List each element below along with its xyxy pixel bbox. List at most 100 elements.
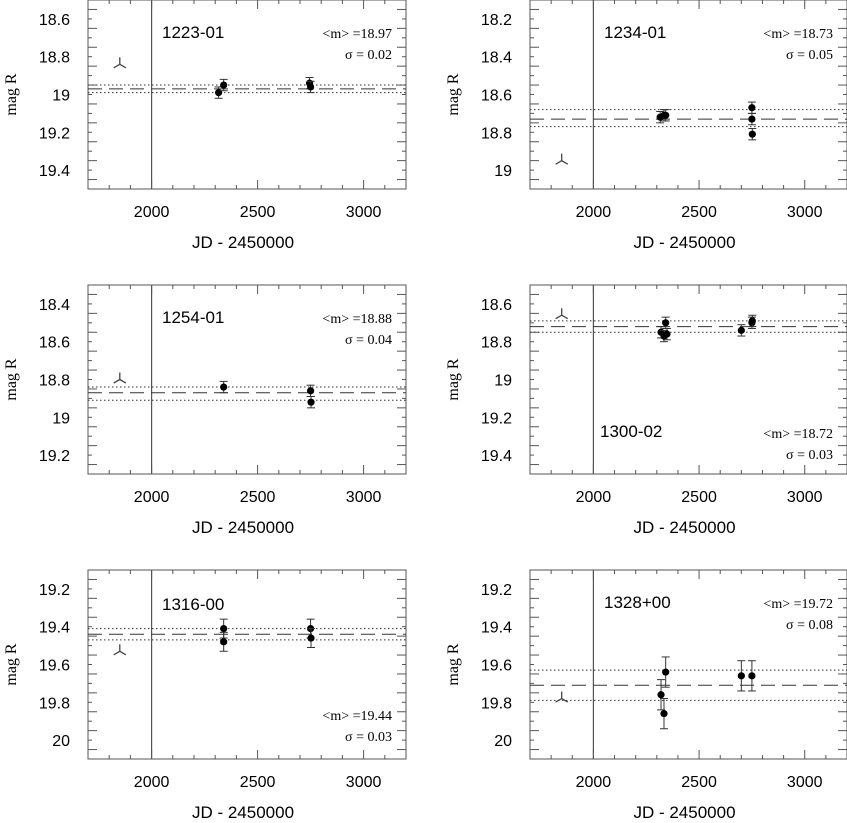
panel-1328+00: 2000 2500 3000 19.2 19.4 19.6 19.8 20 JD - 24500… <box>445 569 847 822</box>
y-tick-label: 18.8 <box>481 125 512 142</box>
point-marker <box>748 317 756 325</box>
x-tick-label: 2500 <box>240 774 276 791</box>
early-epoch-marker <box>113 372 127 384</box>
point-marker <box>307 634 315 642</box>
y-tick-label: 18.8 <box>39 373 70 390</box>
data-point <box>307 396 316 409</box>
marker-stroke <box>555 314 563 320</box>
marker-stroke <box>119 378 127 384</box>
data-point <box>656 111 665 124</box>
y-tick-label: 19 <box>52 410 70 427</box>
x-tick-label: 2500 <box>240 489 276 506</box>
marker-stroke <box>561 160 569 165</box>
point-marker <box>662 111 670 119</box>
point-marker <box>220 624 228 633</box>
mean-stat: <m> =19.44 <box>322 709 392 724</box>
point-marker <box>663 330 671 338</box>
panel-id-label: 1254-01 <box>162 308 224 327</box>
early-epoch-marker <box>555 153 569 165</box>
y-tick-label: 19.4 <box>481 448 512 465</box>
y-tick-label: 19.4 <box>39 163 70 180</box>
x-axis-title: JD - 2450000 <box>192 803 294 822</box>
y-tick-label: 18.2 <box>481 12 512 29</box>
point-marker <box>307 387 315 395</box>
data-point <box>747 112 756 126</box>
point-marker <box>220 81 228 89</box>
plot-frame <box>529 284 847 475</box>
y-tick-label: 19.6 <box>39 658 70 675</box>
panel-id-label: 1316-00 <box>162 595 224 614</box>
y-tick-label: 19.2 <box>39 125 70 142</box>
marker-stroke <box>119 63 127 69</box>
point-marker <box>748 104 756 112</box>
data-point <box>747 660 756 692</box>
x-tick-label: 2000 <box>134 489 170 506</box>
y-tick-label: 19.8 <box>39 695 70 712</box>
data-point <box>219 631 228 652</box>
sigma-stat: σ = 0.02 <box>345 48 392 63</box>
x-tick-label: 2500 <box>681 489 717 506</box>
point-marker <box>737 326 745 334</box>
early-epoch-marker <box>113 57 127 69</box>
point-marker <box>662 319 670 327</box>
marker-stroke <box>561 314 569 320</box>
y-tick-label: 18.8 <box>39 50 70 67</box>
data-point <box>661 656 670 688</box>
point-marker <box>737 672 745 680</box>
x-axis-title: JD - 2450000 <box>633 518 735 537</box>
x-tick-label: 2500 <box>681 774 717 791</box>
x-axis-title: JD - 2450000 <box>192 518 294 537</box>
y-axis-title: mag R <box>445 643 462 686</box>
x-tick-label: 2000 <box>576 774 612 791</box>
y-tick-label: 18.6 <box>481 297 512 314</box>
y-axis-title: mag R <box>3 358 20 401</box>
y-tick-label: 18.6 <box>39 12 70 29</box>
sigma-stat: σ = 0.03 <box>345 730 392 745</box>
data-point <box>306 384 315 398</box>
x-tick-label: 2500 <box>681 204 717 221</box>
y-tick-label: 19 <box>494 163 512 180</box>
early-epoch-marker <box>113 644 127 656</box>
panel-1254-01: 2000 2500 3000 18.4 18.6 18.8 19 19.2 JD - 24500… <box>3 284 407 537</box>
y-axis-title: mag R <box>445 358 462 401</box>
y-tick-label: 19.2 <box>39 582 70 599</box>
x-tick-label: 3000 <box>787 774 823 791</box>
panel-id-label: 1328+00 <box>604 593 671 612</box>
y-axis-title: mag R <box>3 643 20 686</box>
panel-id-label: 1223-01 <box>162 23 224 42</box>
data-point <box>748 314 757 328</box>
y-tick-label: 19.4 <box>481 620 512 637</box>
point-marker <box>748 130 756 138</box>
x-tick-label: 3000 <box>346 204 382 221</box>
mean-stat: <m> =18.73 <box>763 27 833 42</box>
point-marker <box>220 638 228 646</box>
point-marker <box>748 115 756 123</box>
y-tick-label: 19.8 <box>481 695 512 712</box>
x-axis-title: JD - 2450000 <box>633 803 735 822</box>
x-axis-title: JD - 2450000 <box>192 233 294 252</box>
marker-stroke <box>113 650 121 656</box>
data-point <box>659 698 668 730</box>
y-tick-label: 19 <box>494 373 512 390</box>
x-tick-label: 3000 <box>346 774 382 791</box>
marker-stroke <box>119 650 127 656</box>
y-tick-label: 19 <box>52 88 70 105</box>
y-tick-label: 19.2 <box>39 448 70 465</box>
data-point <box>737 324 746 337</box>
early-epoch-marker <box>555 691 569 703</box>
point-marker <box>307 398 315 406</box>
data-point <box>737 660 746 692</box>
y-axis-title: mag R <box>445 73 462 116</box>
panel-1223-01: 2000 2500 3000 18.6 18.8 19 19.2 19.4 JD - 24500… <box>3 0 407 252</box>
sigma-stat: σ = 0.08 <box>786 618 833 633</box>
marker-stroke <box>561 697 569 703</box>
x-axis-title: JD - 2450000 <box>633 233 735 252</box>
y-tick-label: 18.4 <box>39 297 70 314</box>
data-point <box>747 101 756 114</box>
x-tick-label: 2000 <box>134 204 170 221</box>
data-point <box>661 109 670 122</box>
x-tick-label: 3000 <box>787 489 823 506</box>
x-tick-label: 3000 <box>346 489 382 506</box>
data-point <box>657 679 666 711</box>
